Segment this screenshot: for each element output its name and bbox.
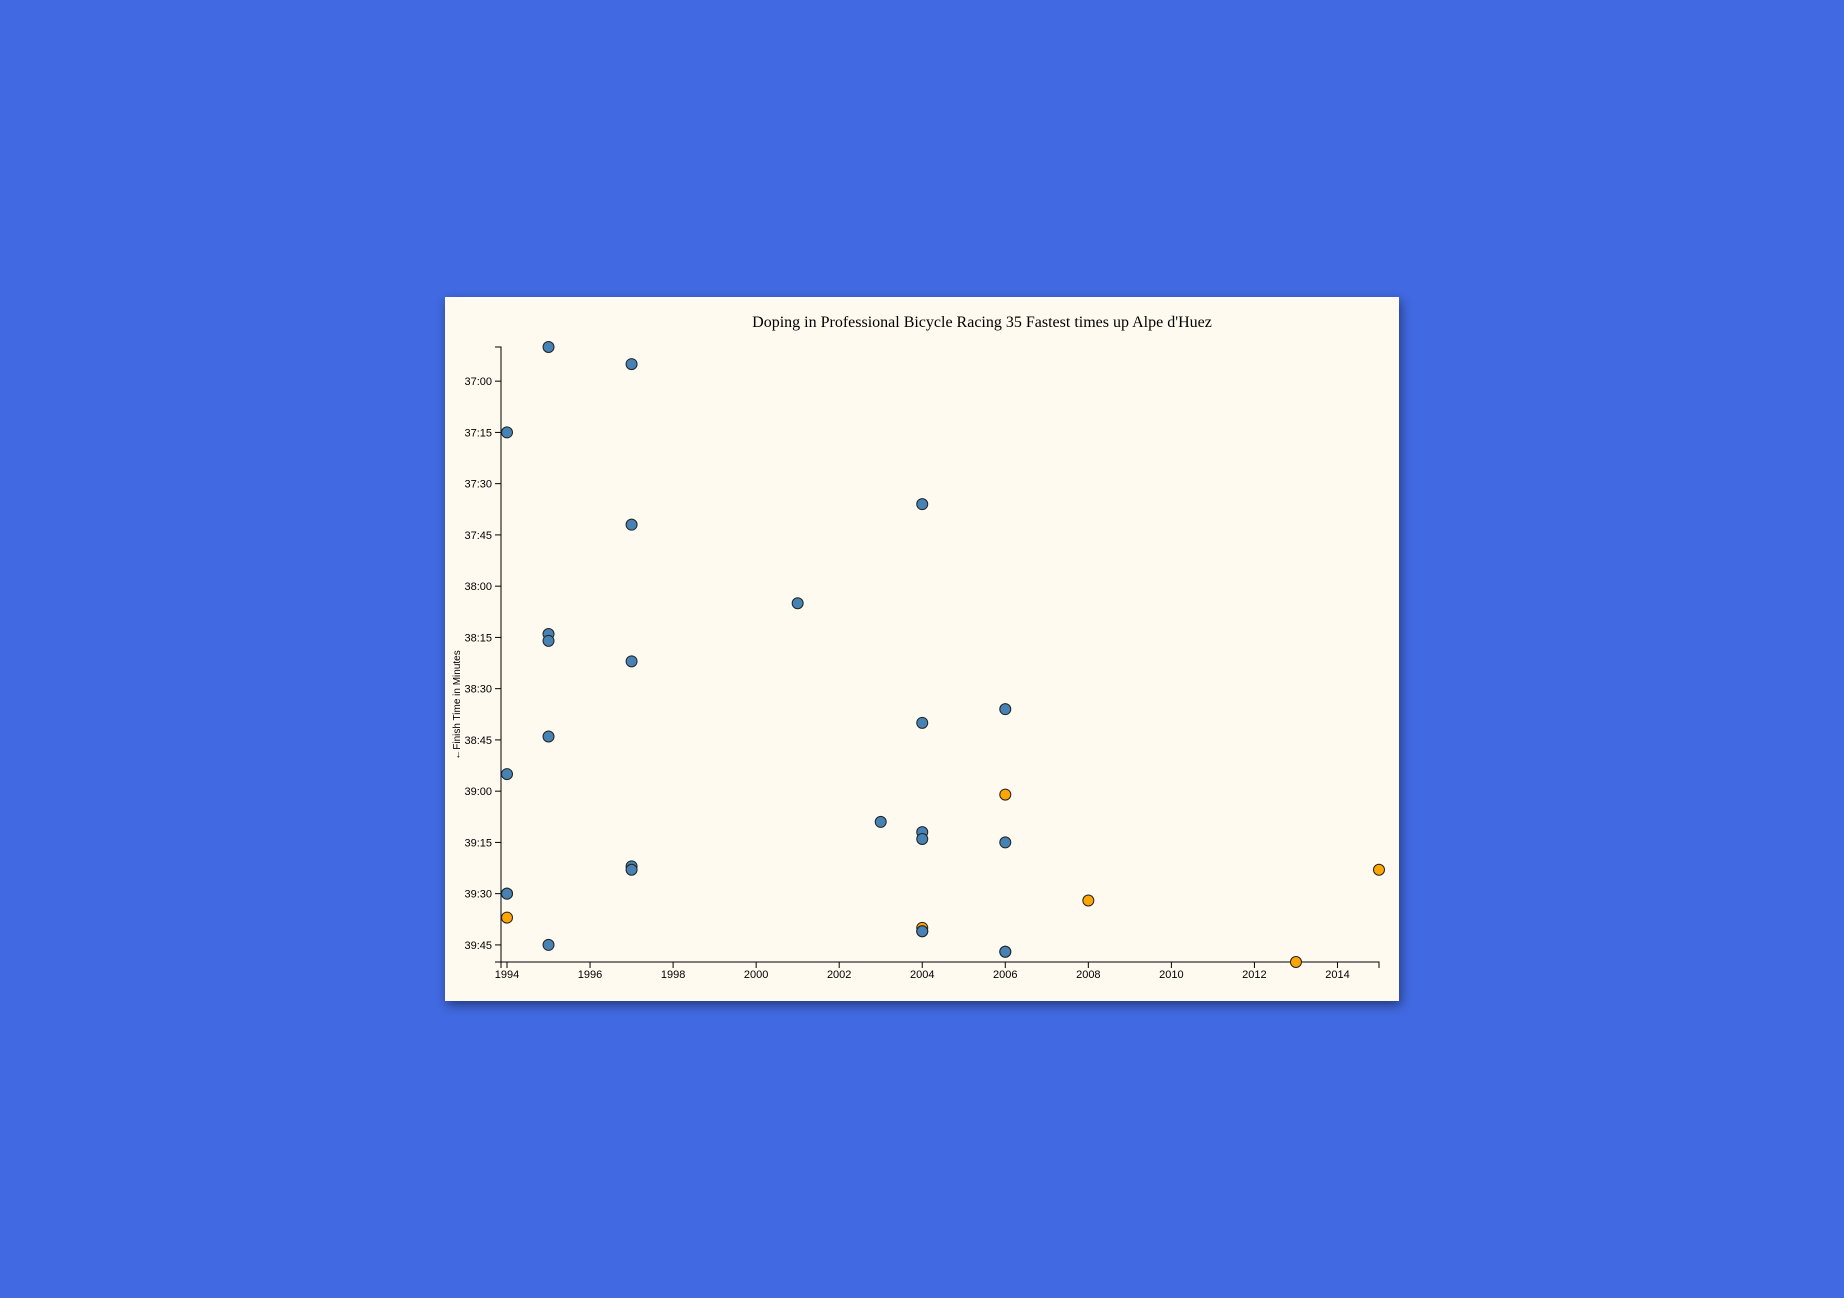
- y-tick-label: 38:45: [464, 735, 492, 747]
- y-tick-label: 37:45: [464, 530, 492, 542]
- x-tick-label: 2006: [993, 969, 1017, 981]
- x-axis-line: [500, 961, 1380, 968]
- data-point-doping[interactable]: [625, 518, 638, 531]
- x-tick-label: 2000: [744, 969, 768, 981]
- data-point-doping[interactable]: [542, 634, 555, 647]
- chart-title: Doping in Professional Bicycle Racing 35…: [752, 314, 1212, 331]
- y-tick-label: 39:30: [464, 889, 492, 901]
- x-tick-label: 1996: [578, 969, 602, 981]
- y-tick-label: 39:00: [464, 786, 492, 798]
- data-point-doping[interactable]: [625, 863, 638, 876]
- data-point-doping[interactable]: [542, 730, 555, 743]
- data-point-no-doping[interactable]: [1289, 956, 1302, 968]
- y-tick-label: 38:15: [464, 632, 492, 644]
- y-axis-line: [495, 346, 502, 963]
- data-point-doping[interactable]: [916, 925, 929, 938]
- x-tick-label: 2002: [827, 969, 851, 981]
- x-axis: 1994 1996 1998 2000 2002 2004 2006 2008 2010 2012…: [495, 961, 1380, 981]
- y-tick-label: 37:30: [464, 479, 492, 491]
- data-point-doping[interactable]: [999, 703, 1012, 716]
- data-point-no-doping[interactable]: [501, 911, 513, 924]
- data-point-no-doping[interactable]: [1082, 894, 1095, 907]
- data-point-doping[interactable]: [542, 341, 555, 353]
- data-point-doping[interactable]: [874, 815, 887, 828]
- y-tick-label: 38:30: [464, 684, 492, 696]
- x-tick-label: 2012: [1242, 969, 1266, 981]
- y-tick-label: 37:00: [464, 376, 492, 388]
- x-tick-label: 2014: [1325, 969, 1349, 981]
- y-axis: 37:00 37:15 37:30 37:45 38:00 38:15 38:30 38:45…: [464, 346, 502, 963]
- data-point-doping[interactable]: [625, 358, 638, 371]
- data-points: [501, 341, 1385, 968]
- scatter-chart: Doping in Professional Bicycle Racing 35…: [452, 314, 1385, 981]
- data-point-doping[interactable]: [916, 716, 929, 729]
- x-tick-label: 1998: [661, 969, 685, 981]
- data-point-no-doping[interactable]: [1373, 863, 1385, 876]
- data-point-doping[interactable]: [625, 655, 638, 668]
- x-tick-label: 1994: [495, 969, 519, 981]
- data-point-doping[interactable]: [542, 938, 555, 951]
- data-point-doping[interactable]: [791, 597, 804, 610]
- data-point-no-doping[interactable]: [999, 788, 1012, 801]
- y-tick-label: 37:15: [464, 427, 492, 439]
- data-point-doping[interactable]: [999, 836, 1012, 849]
- chart-card: Doping in Professional Bicycle Racing 35…: [445, 297, 1399, 1001]
- data-point-doping[interactable]: [501, 887, 513, 900]
- x-tick-label: 2008: [1076, 969, 1100, 981]
- y-tick-label: 39:45: [464, 940, 492, 952]
- y-tick-label: 38:00: [464, 581, 492, 593]
- data-point-doping[interactable]: [501, 426, 513, 439]
- y-axis-label: ←Finish Time in Minutes: [452, 650, 463, 759]
- data-point-doping[interactable]: [999, 945, 1012, 958]
- y-tick-label: 39:15: [464, 837, 492, 849]
- data-point-doping[interactable]: [916, 833, 929, 845]
- data-point-doping[interactable]: [501, 768, 513, 781]
- x-tick-label: 2010: [1159, 969, 1183, 981]
- data-point-doping[interactable]: [916, 498, 929, 511]
- x-tick-label: 2004: [910, 969, 934, 981]
